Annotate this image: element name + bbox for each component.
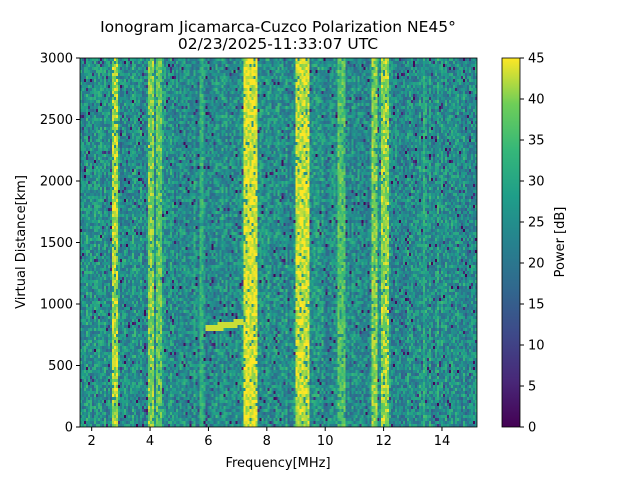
chart-title: Ionogram Jicamarca-Cuzco Polarization NE… [100,18,456,36]
colorbar-label: Power [dB] [553,207,568,278]
x-tick-label: 2 [88,434,96,449]
colorbar-tick-label: 5 [528,380,536,395]
y-tick-label: 500 [48,359,73,374]
ionogram-heatmap [80,58,477,427]
y-tick-label: 1000 [40,298,73,313]
x-tick-label: 12 [375,434,392,449]
x-tick-label: 4 [146,434,154,449]
y-tick-label: 2000 [40,175,73,190]
x-tick-label: 14 [434,434,451,449]
colorbar-tick-label: 20 [528,257,545,272]
y-tick-label: 3000 [40,52,73,67]
colorbar-tick-label: 10 [528,339,545,354]
colorbar-tick-label: 25 [528,216,545,231]
colorbar-tick-label: 0 [528,421,536,436]
colorbar-tick-label: 40 [528,93,545,108]
colorbar [501,57,521,428]
colorbar-tick-label: 30 [528,175,545,190]
colorbar-tick-label: 35 [528,134,545,149]
chart-subtitle: 02/23/2025-11:33:07 UTC [178,35,378,53]
colorbar-tick-label: 15 [528,298,545,313]
x-tick-label: 8 [263,434,271,449]
x-tick-label: 6 [204,434,212,449]
x-tick-label: 10 [317,434,334,449]
y-tick-label: 2500 [40,113,73,128]
y-tick-label: 0 [65,421,73,436]
y-axis-label: Virtual Distance[km] [14,175,29,309]
y-tick-label: 1500 [40,236,73,251]
plot-frame [79,57,478,428]
x-axis-label: Frequency[MHz] [225,456,330,471]
colorbar-tick-label: 45 [528,52,545,67]
